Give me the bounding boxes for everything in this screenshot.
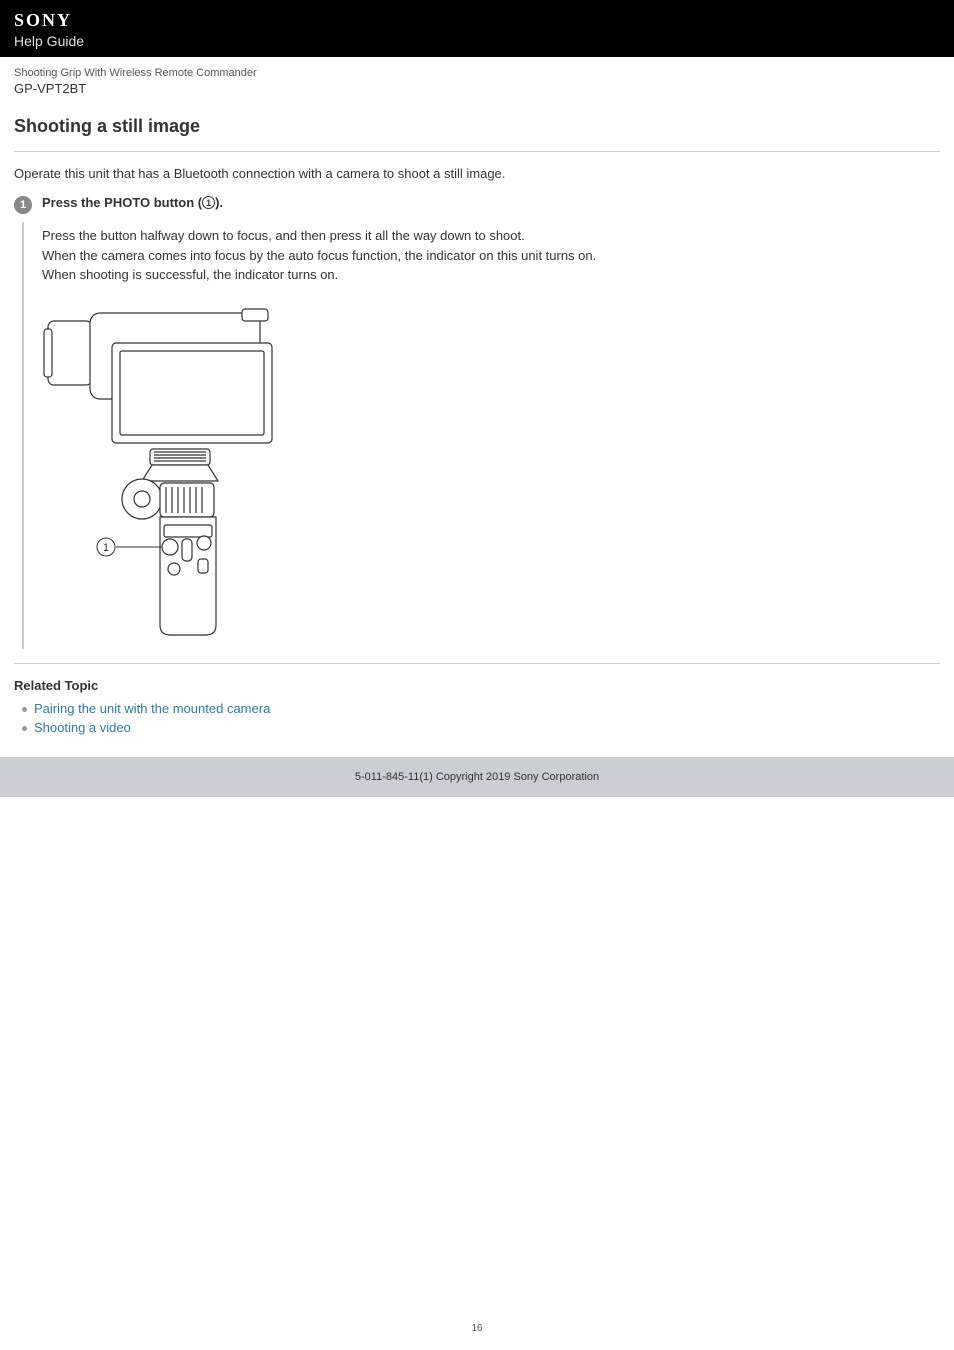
product-illustration: 1 [42, 299, 302, 639]
related-topic: Related Topic Pairing the unit with the … [0, 670, 954, 757]
step-head-prefix: Press the PHOTO button ( [42, 195, 202, 210]
related-list: Pairing the unit with the mounted camera… [14, 701, 940, 735]
guide-label: Help Guide [14, 33, 84, 49]
inline-callout-icon: 1 [202, 196, 215, 209]
illustration-callout-1: 1 [103, 542, 109, 554]
step-number-badge: 1 [14, 196, 32, 214]
step-body-region: Press the button halfway down to focus, … [22, 222, 940, 649]
product-name: Shooting Grip With Wireless Remote Comma… [14, 67, 940, 79]
product-info: Shooting Grip With Wireless Remote Comma… [0, 57, 954, 100]
page-number: 16 [0, 1323, 954, 1334]
step-head-suffix: ). [215, 195, 223, 210]
related-link-pairing[interactable]: Pairing the unit with the mounted camera [34, 701, 270, 716]
page: SONY Help Guide Shooting Grip With Wirel… [0, 0, 954, 1350]
page-title: Shooting a still image [0, 100, 954, 145]
divider [14, 151, 940, 152]
intro-text: Operate this unit that has a Bluetooth c… [0, 158, 954, 195]
step-line-3: When shooting is successful, the indicat… [42, 265, 940, 285]
step-header-row: 1 Press the PHOTO button (1). [0, 195, 954, 214]
product-model: GP-VPT2BT [14, 81, 940, 96]
footer: 5-011-845-11(1) Copyright 2019 Sony Corp… [0, 757, 954, 797]
header: SONY Help Guide [0, 0, 954, 57]
related-link-video[interactable]: Shooting a video [34, 720, 131, 735]
step-line-1: Press the button halfway down to focus, … [42, 226, 940, 246]
step-body-text: Press the button halfway down to focus, … [42, 226, 940, 285]
brand-logo: SONY [14, 10, 940, 31]
step-line-2: When the camera comes into focus by the … [42, 246, 940, 266]
related-item: Shooting a video [22, 720, 940, 735]
divider-2 [14, 663, 940, 664]
related-item: Pairing the unit with the mounted camera [22, 701, 940, 716]
step-heading: Press the PHOTO button (1). [42, 195, 223, 210]
related-title: Related Topic [14, 678, 940, 693]
